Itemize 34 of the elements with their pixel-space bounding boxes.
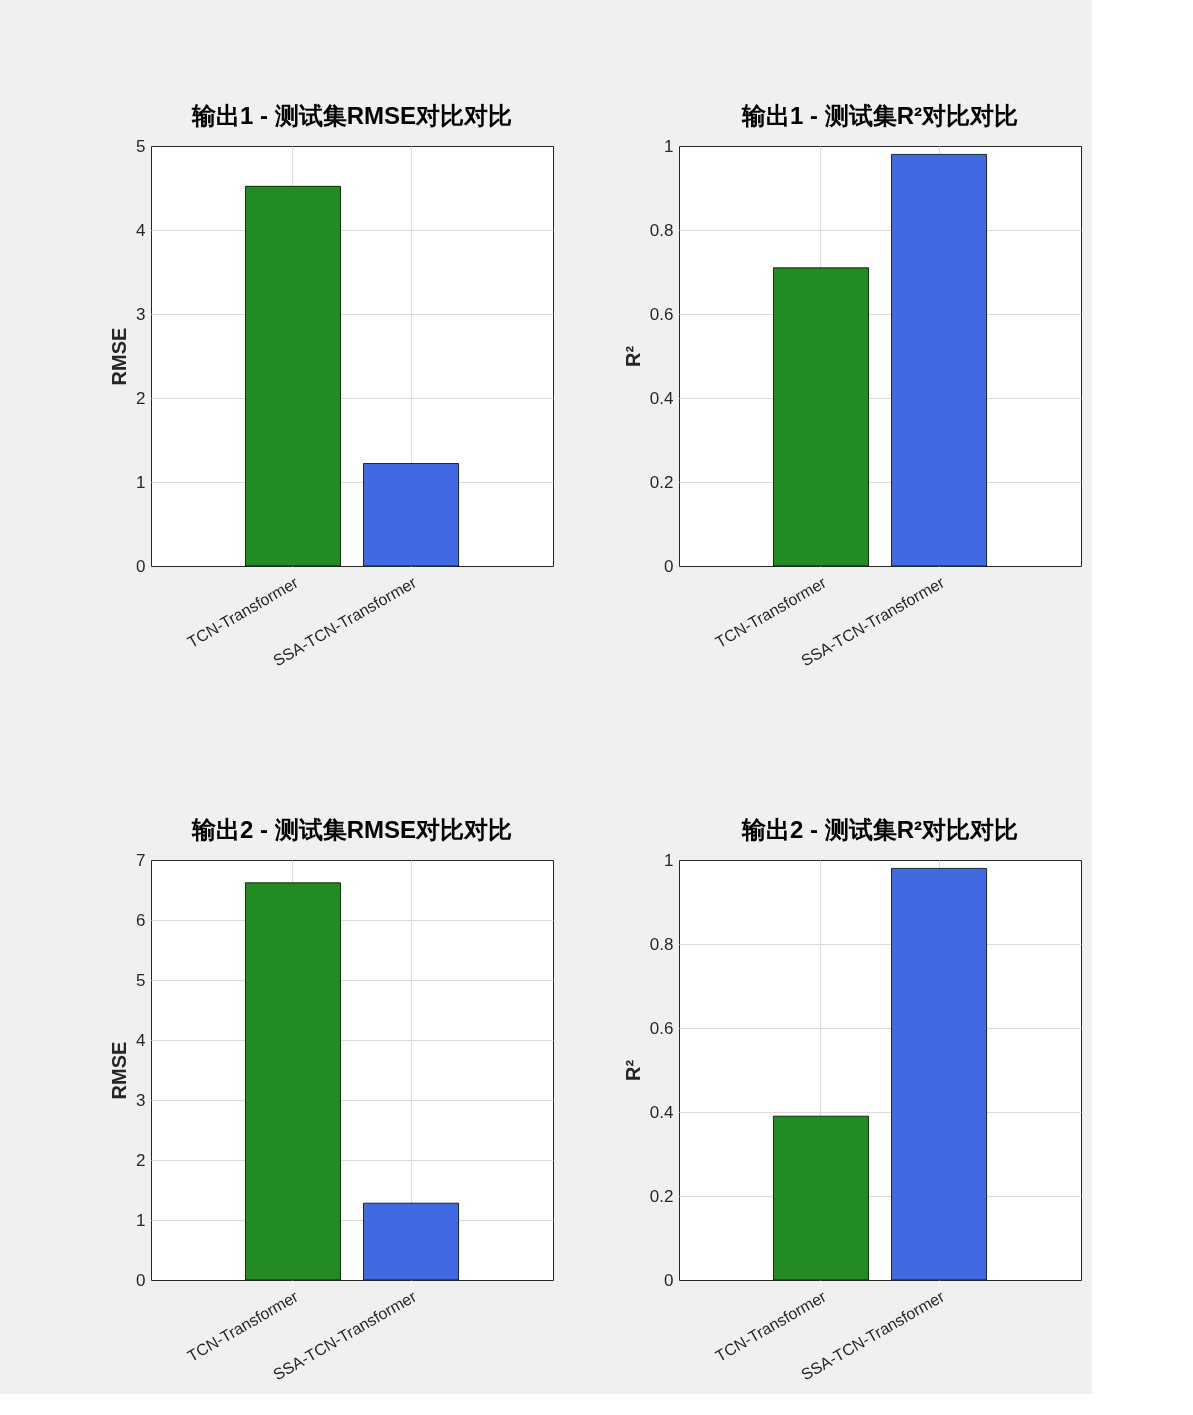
y-tick-label: 4 — [136, 220, 146, 240]
y-tick-label: 0.6 — [649, 1018, 674, 1038]
y-tick-label: 1 — [136, 472, 146, 492]
y-tick-label: 1 — [664, 850, 674, 870]
y-tick-label: 0.8 — [649, 934, 674, 954]
chart-title: 输出2 - 测试集R²对比对比 — [741, 816, 1018, 843]
y-tick-label: 0.4 — [649, 1102, 674, 1122]
y-tick-label: 0 — [664, 556, 674, 576]
y-tick-label: 0 — [136, 556, 146, 576]
chart-title: 输出1 - 测试集R²对比对比 — [741, 102, 1018, 129]
y-tick-label: 1 — [136, 1210, 146, 1230]
y-tick-label: 4 — [136, 1030, 146, 1050]
y-tick-label: 0.4 — [649, 388, 674, 408]
y-tick-label: 0.2 — [649, 1186, 674, 1206]
y-tick-label: 0.6 — [649, 304, 674, 324]
y-axis-title: R² — [621, 345, 644, 368]
y-tick-label: 5 — [136, 136, 146, 156]
y-axis-title: RMSE — [108, 1041, 131, 1100]
y-tick-label: 0 — [664, 1270, 674, 1290]
y-tick-label: 2 — [136, 1150, 146, 1170]
y-axis-title: R² — [621, 1059, 644, 1082]
y-tick-label: 3 — [136, 1090, 146, 1110]
y-tick-label: 5 — [136, 970, 146, 990]
y-tick-label: 3 — [136, 304, 146, 324]
y-tick-label: 0 — [136, 1270, 146, 1290]
chart-title: 输出1 - 测试集RMSE对比对比 — [190, 102, 513, 129]
y-tick-label: 2 — [136, 388, 146, 408]
y-tick-label: 0.8 — [649, 220, 674, 240]
y-tick-label: 1 — [664, 136, 674, 156]
chart-title: 输出2 - 测试集RMSE对比对比 — [190, 816, 513, 843]
y-tick-label: 0.2 — [649, 472, 674, 492]
y-tick-label: 6 — [136, 910, 146, 930]
y-axis-title: RMSE — [108, 327, 131, 386]
y-tick-label: 7 — [136, 850, 146, 870]
